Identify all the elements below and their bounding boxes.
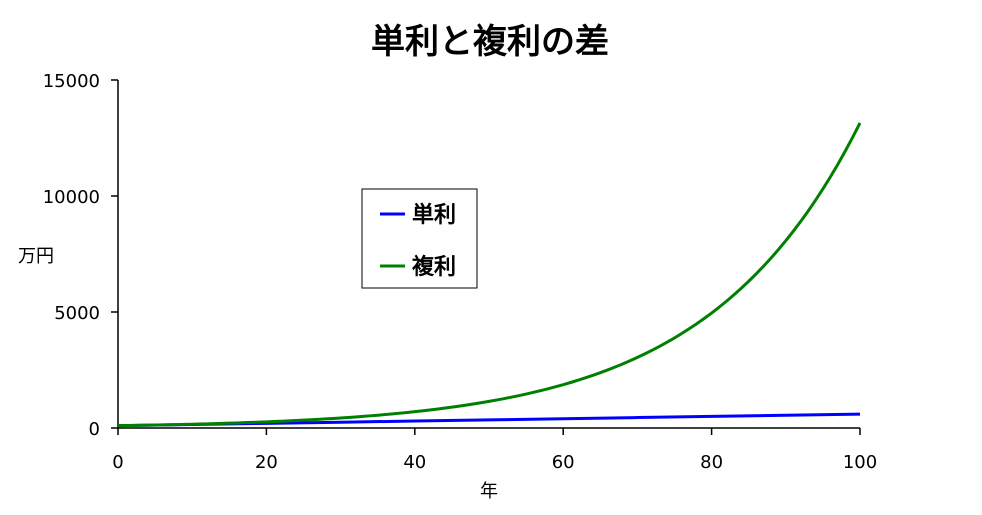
x-tick-label: 0 (112, 452, 123, 473)
x-tick-label: 60 (552, 452, 575, 473)
y-ticks: 0 5000 10000 15000 (43, 71, 118, 440)
series-line-compound-interest (117, 122, 862, 428)
series-layer (117, 122, 862, 428)
y-axis-label: 万円 (18, 246, 54, 267)
legend-box (361, 188, 478, 289)
x-tick-label: 40 (403, 452, 426, 473)
legend-label-compound: 複利 (412, 254, 456, 280)
y-tick-label: 5000 (54, 303, 100, 324)
y-tick-label: 10000 (43, 187, 100, 208)
x-tick-label: 20 (255, 452, 278, 473)
x-ticks: 0 20 40 60 80 100 (112, 428, 877, 473)
y-tick-label: 0 (89, 419, 100, 440)
y-tick-label: 15000 (43, 71, 100, 92)
axes: 0 5000 10000 15000 0 20 40 60 80 100 (43, 71, 877, 473)
chart-title: 単利と複利の差 (371, 22, 609, 62)
legend-label-simple: 単利 (412, 202, 456, 228)
x-tick-label: 100 (843, 452, 877, 473)
x-axis-label: 年 (480, 481, 498, 502)
x-tick-label: 80 (700, 452, 723, 473)
legend: 単利 複利 (361, 188, 478, 289)
